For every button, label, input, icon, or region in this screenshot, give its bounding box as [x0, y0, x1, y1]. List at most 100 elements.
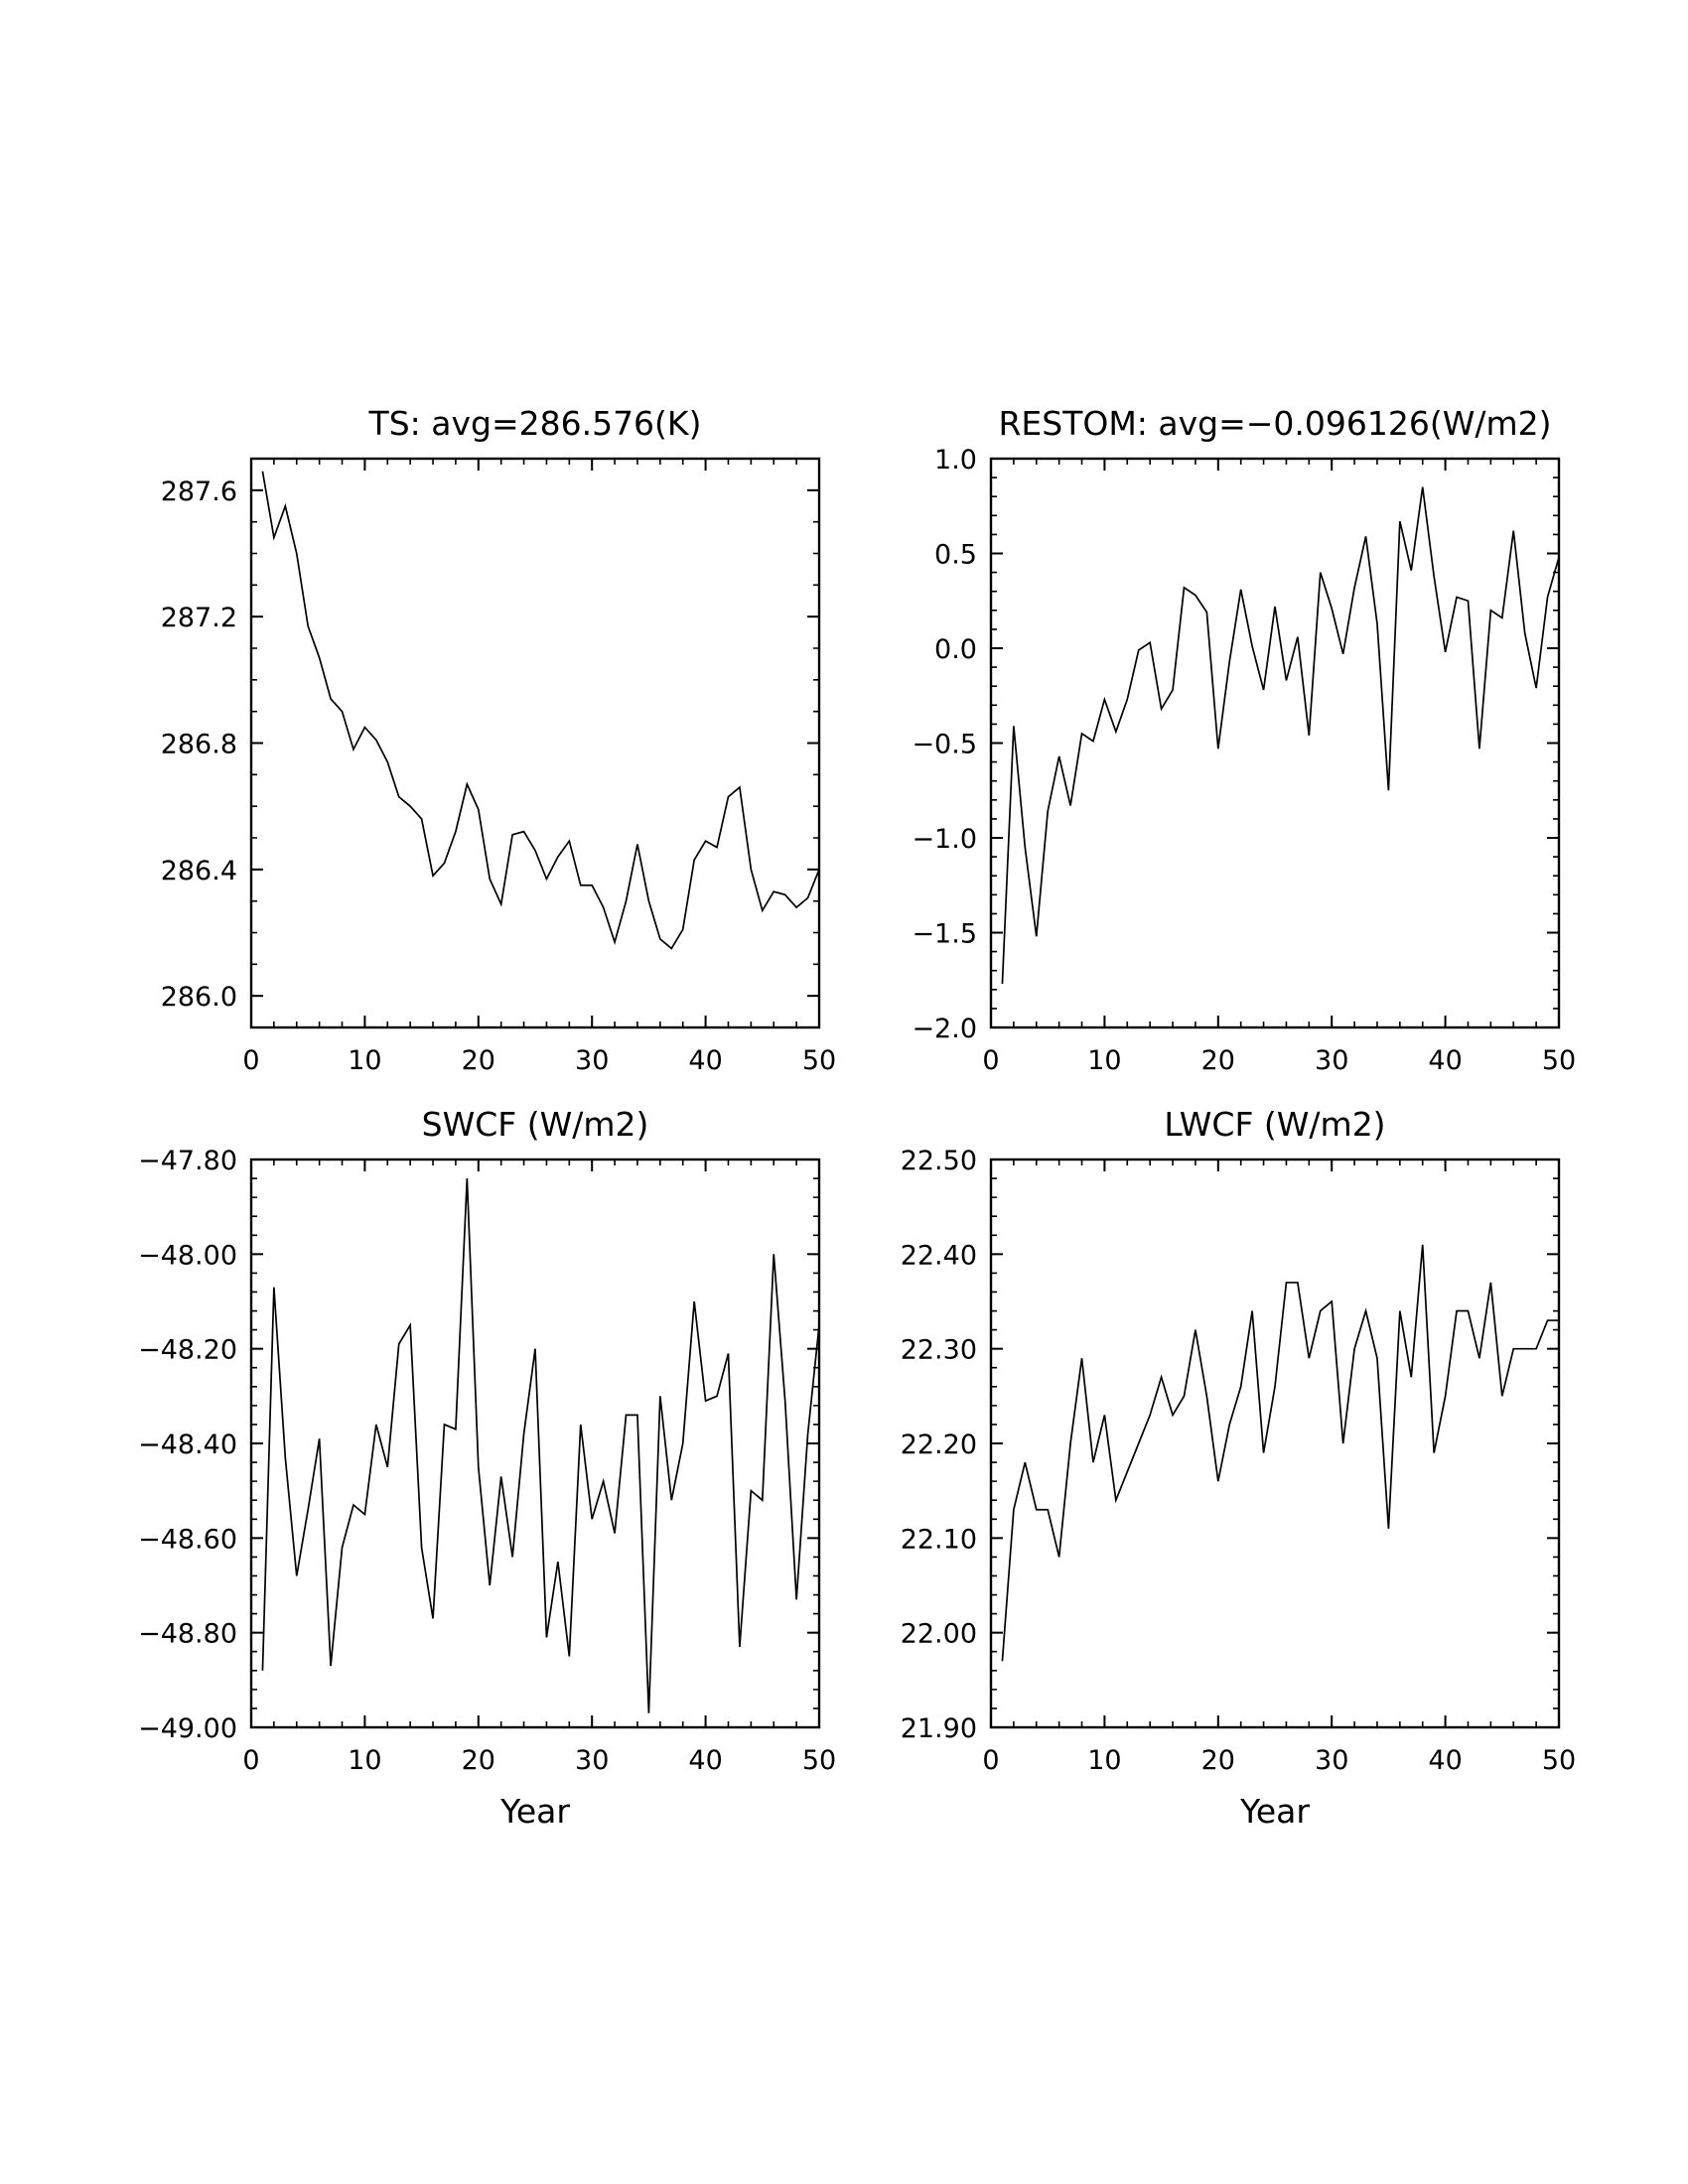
- restom-panel: 0 10 20 30 40 50 −2.0 −1.5 −1.0 −0.5 0.0 0.5 1.0 REST…: [912, 404, 1576, 1076]
- chart-swcf-xtick-label: 10: [348, 1745, 381, 1776]
- chart-restom-series-restom-point: [1523, 631, 1526, 634]
- chart-ts-series-ts-point: [635, 843, 638, 846]
- chart-ts-series-ts-point: [613, 940, 616, 943]
- chart-restom-xtick-label: 20: [1201, 1045, 1235, 1076]
- chart-lwcf-series-lwcf-point: [1262, 1451, 1265, 1454]
- chart-restom-series-restom-point: [1546, 596, 1549, 599]
- chart-ts-series-ts-point: [773, 890, 775, 893]
- chart-restom-series-restom-point: [1216, 748, 1219, 751]
- chart-ts-ytick-label: 286.0: [161, 982, 237, 1013]
- chart-restom-series-restom-point: [1228, 660, 1231, 663]
- chart-lwcf-series-lwcf-point: [1091, 1460, 1094, 1463]
- chart-restom-series-restom-point: [1091, 740, 1094, 743]
- chart-restom-ytick-label: −1.5: [912, 919, 977, 950]
- chart-ts-series-ts-point: [352, 748, 354, 751]
- chart-lwcf-series-lwcf-point: [1057, 1556, 1060, 1559]
- chart-swcf-series-swcf-point: [477, 1465, 480, 1468]
- chart-restom-series-restom-point: [1114, 730, 1117, 733]
- chart-lwcf-series-lwcf-point: [1114, 1499, 1117, 1502]
- chart-lwcf-series-lwcf-point: [1205, 1395, 1208, 1398]
- chart-restom-series-restom-point: [1103, 698, 1106, 701]
- chart-restom-series-restom-point: [1047, 810, 1050, 813]
- chart-swcf-series-swcf-point: [635, 1414, 638, 1417]
- chart-lwcf-series-lwcf-point: [1444, 1395, 1447, 1398]
- chart-restom-series-restom-point: [1387, 789, 1390, 792]
- chart-ts-series-ts-point: [750, 868, 753, 871]
- chart-swcf-ytick-label: −48.00: [138, 1240, 237, 1271]
- chart-swcf-ytick-label: −48.20: [138, 1335, 237, 1366]
- chart-lwcf-series-lwcf-point: [1160, 1376, 1163, 1379]
- chart-lwcf-ytick-label: 22.30: [901, 1335, 977, 1366]
- chart-swcf-ytick-label: −49.00: [138, 1713, 237, 1744]
- chart-lwcf-series-lwcf-point: [1251, 1309, 1254, 1312]
- chart-ts-series-ts-point: [466, 782, 469, 785]
- chart-swcf-series-swcf-point: [817, 1323, 820, 1326]
- chart-swcf-series-swcf-point: [783, 1400, 786, 1403]
- chart-swcf-series-swcf-point: [284, 1456, 287, 1459]
- chart-ts-xtick-label: 0: [242, 1045, 259, 1076]
- chart-restom-series-restom-point: [1183, 586, 1186, 589]
- chart-swcf-series-swcf-point: [602, 1480, 605, 1483]
- chart-lwcf-series-lwcf-point: [1512, 1347, 1515, 1350]
- chart-ts-series-ts-point: [704, 840, 707, 843]
- chart-swcf-ytick-label: −47.80: [138, 1146, 237, 1176]
- chart-swcf-series-swcf-point: [715, 1395, 718, 1398]
- chart-lwcf-series-lwcf-point: [1331, 1299, 1334, 1302]
- chart-lwcf-series-lwcf-point: [1319, 1309, 1322, 1312]
- chart-restom-xtick-label: 50: [1542, 1045, 1576, 1076]
- chart-ts-ytick-label: 286.4: [161, 856, 237, 887]
- chart-swcf-series-swcf-point: [727, 1352, 730, 1355]
- chart-ts-series-ts-point: [727, 795, 730, 798]
- chart-restom-series-restom-point: [1068, 804, 1071, 807]
- chart-lwcf-title: LWCF (W/m2): [1164, 1105, 1385, 1144]
- chart-swcf-series-swcf-point: [499, 1475, 502, 1478]
- chart-ts-series-ts-point: [363, 726, 366, 729]
- chart-lwcf-series-lwcf-line: [1001, 1244, 1559, 1662]
- chart-swcf-series-swcf-point: [806, 1433, 809, 1435]
- chart-swcf-series-swcf-point: [318, 1437, 321, 1440]
- chart-restom-series-restom-point: [1444, 650, 1447, 653]
- chart-restom-xtick-label: 0: [982, 1045, 999, 1076]
- chart-restom-series-restom-point: [1421, 485, 1424, 488]
- chart-ts-series-ts-line: [261, 471, 820, 950]
- chart-lwcf-series-lwcf-point: [1194, 1328, 1196, 1331]
- chart-restom-series-restom-point: [1149, 641, 1152, 644]
- chart-lwcf-series-lwcf-point: [1239, 1385, 1242, 1388]
- chart-ts-series-ts-point: [431, 875, 434, 878]
- chart-restom-ytick-label: −1.0: [912, 824, 977, 855]
- chart-lwcf-series-lwcf-point: [1546, 1318, 1549, 1321]
- chart-lwcf-series-lwcf-point: [1421, 1243, 1424, 1246]
- chart-lwcf-series-lwcf-point: [1171, 1414, 1174, 1417]
- chart-lwcf-series-lwcf-point: [1103, 1414, 1106, 1417]
- chart-swcf-series-swcf-point: [431, 1617, 434, 1620]
- chart-restom-series-restom-point: [1012, 725, 1015, 728]
- chart-restom-series-restom-point: [1080, 732, 1083, 735]
- chart-ts-series-ts-point: [295, 552, 298, 555]
- chart-lwcf-series-lwcf-point: [1068, 1441, 1071, 1444]
- chart-swcf-series-swcf-point: [545, 1636, 548, 1639]
- chart-swcf-series-swcf-point: [591, 1518, 594, 1521]
- chart-ts-series-ts-point: [307, 624, 310, 627]
- chart-lwcf-series-lwcf-point: [1375, 1357, 1378, 1360]
- chart-swcf-series-swcf-point: [693, 1299, 696, 1302]
- chart-restom-ytick-label: 0.5: [934, 540, 977, 571]
- chart-restom-series-restom-point: [1557, 556, 1560, 559]
- chart-ts-series-ts-point: [602, 905, 605, 908]
- chart-ts-series-ts-point: [329, 697, 332, 700]
- chart-ts-series-ts-point: [533, 849, 536, 852]
- chart-ts-series-ts-point: [625, 899, 628, 902]
- chart-swcf-xtick-label: 40: [688, 1745, 722, 1776]
- chart-restom-minor-ticks: [990, 458, 1560, 1028]
- chart-ts-series-ts-point: [522, 830, 525, 833]
- chart-ts-series-ts-point: [499, 902, 502, 905]
- chart-swcf-series-swcf-point: [261, 1669, 264, 1672]
- chart-lwcf-series-lwcf-point: [1308, 1357, 1311, 1360]
- chart-lwcf-frame: [989, 1158, 1561, 1729]
- chart-ts-series-ts-point: [795, 905, 798, 908]
- chart-ts-series-ts-point: [568, 840, 571, 843]
- chart-restom-series-restom-point: [1398, 519, 1401, 522]
- chart-swcf-series-swcf-point: [386, 1465, 389, 1468]
- chart-swcf-series-swcf-point: [658, 1395, 661, 1398]
- chart-ts-series-ts-point: [284, 504, 287, 507]
